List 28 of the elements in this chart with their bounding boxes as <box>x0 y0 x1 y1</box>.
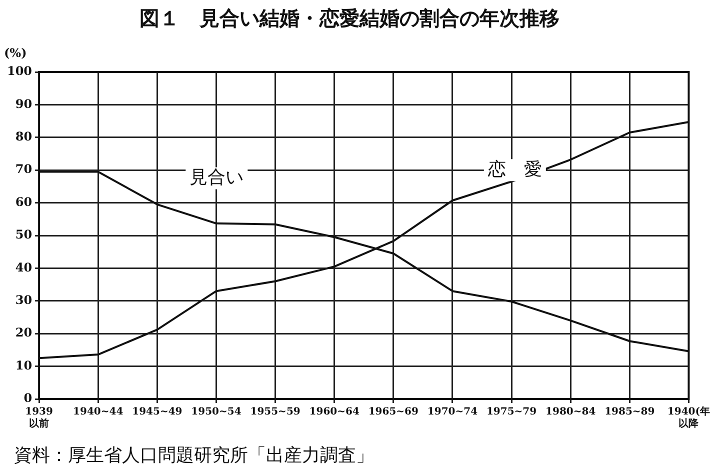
x-tick-label: 1960~64 <box>309 406 360 418</box>
y-tick-label: 60 <box>15 194 32 209</box>
x-tick-label: 1965~69 <box>368 406 419 418</box>
x-tick-label: 1939以前 <box>25 406 53 430</box>
y-tick-label: 70 <box>15 162 32 176</box>
x-tick-label: 1950~54 <box>191 406 242 418</box>
y-tick-label: 0 <box>24 391 32 406</box>
x-tick-label: 1940~44 <box>73 406 124 418</box>
y-tick-label: 40 <box>15 260 32 274</box>
x-tick-label: 1955~59 <box>250 406 300 418</box>
y-tick-label: 20 <box>15 326 32 340</box>
y-tick-label: 80 <box>15 130 32 144</box>
y-tick-label: 30 <box>15 293 32 308</box>
x-tick-label: 1980~84 <box>546 406 596 418</box>
x-tick-label: 1985~89 <box>604 406 655 418</box>
chart-title: 図１ 見合い結婚・恋愛結婚の割合の年次推移 <box>140 6 560 30</box>
y-tick-label: 10 <box>15 358 32 372</box>
y-tick-label: 100 <box>6 64 32 78</box>
y-axis-title: (%) <box>4 46 27 60</box>
x-tick-label: 1975~79 <box>486 406 537 418</box>
x-tick-label: 1945~49 <box>132 406 182 418</box>
series-label: 見合い <box>190 166 244 188</box>
y-tick-label: 50 <box>15 228 32 242</box>
series-label: 恋 愛 <box>486 158 542 180</box>
y-tick-label: 90 <box>15 96 32 111</box>
text: 資料：厚生省人口問題研究所「出産力調査」 <box>14 445 374 466</box>
x-tick-label: 1970~74 <box>427 406 478 418</box>
x-tick-label: 1940(年以降 <box>667 406 710 430</box>
